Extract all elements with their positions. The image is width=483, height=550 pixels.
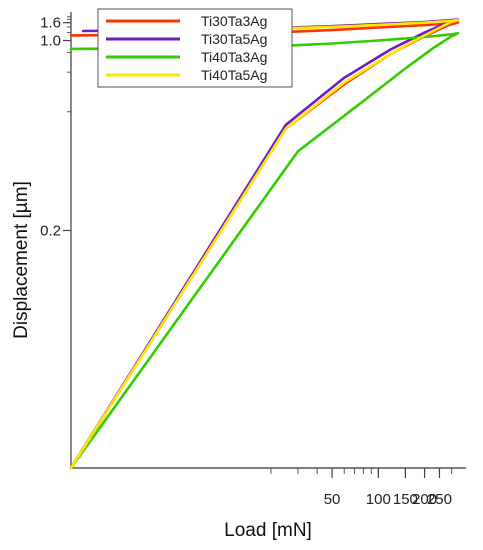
y-ticks: 0.2 1.01.6 <box>40 15 71 240</box>
y-axis-label: Displacement [µm] <box>11 181 32 339</box>
legend-label: Ti30Ta5Ag <box>201 31 267 47</box>
series-ti30ta3ag-loading-line <box>69 21 458 470</box>
y-tick-label: 1.6 <box>40 15 61 32</box>
y-tick-label: 0.2 <box>40 223 61 240</box>
x-tick-label: 150 <box>393 491 418 508</box>
x-tick-label: 200 <box>412 491 437 508</box>
series-ti40ta3ag-loading-line <box>69 33 458 470</box>
legend-label: Ti40Ta5Ag <box>201 67 267 83</box>
x-axis-label: Load [mN] <box>224 520 312 541</box>
legend-label: Ti40Ta3Ag <box>201 49 267 65</box>
series-ti40ta5ag-loading-line <box>69 19 458 470</box>
legend: Ti30Ta3Ag Ti30Ta5Ag Ti40Ta3Ag Ti40Ta5Ag <box>97 8 293 88</box>
x-tick-label: 100 <box>366 491 391 508</box>
x-tick-label: 50 <box>324 491 341 508</box>
y-tick-label: 1.0 <box>40 33 61 50</box>
x-tick-label: 250 <box>427 491 452 508</box>
legend-label: Ti30Ta3Ag <box>201 13 267 29</box>
